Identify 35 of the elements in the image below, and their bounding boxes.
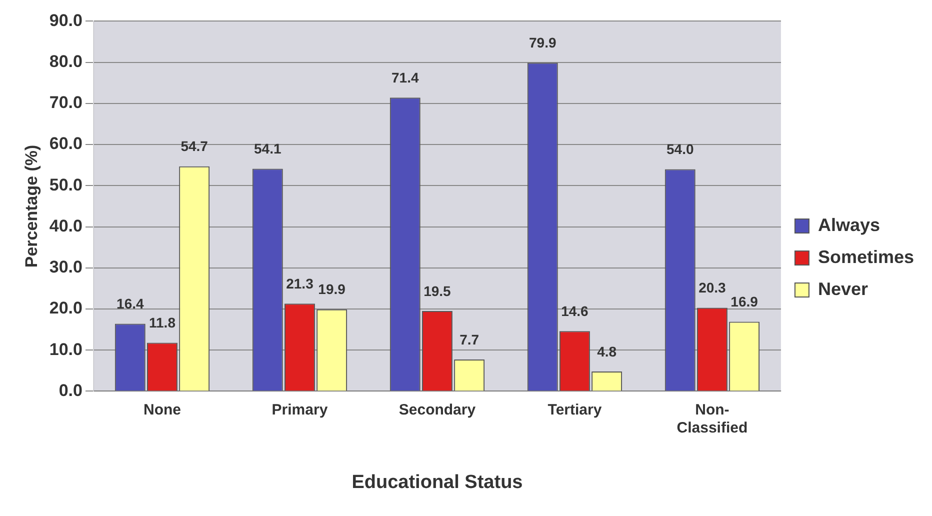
x-tick-label: Primary [272, 401, 328, 418]
data-label: 19.9 [318, 281, 346, 298]
legend-label: Never [818, 278, 868, 299]
data-label: 21.3 [286, 275, 314, 292]
y-tick-label: 10.0 [49, 340, 82, 359]
data-label: 54.7 [180, 138, 208, 154]
x-tick-label: Non- Classified [676, 401, 748, 436]
data-label: 54.0 [666, 141, 694, 158]
y-tick-label: 50.0 [49, 175, 82, 194]
data-label: 19.5 [424, 282, 452, 299]
legend-label: Always [818, 214, 880, 235]
y-tick-label: 30.0 [49, 258, 82, 277]
data-label: 7.7 [460, 331, 480, 348]
y-axis-title: Percentage (%) [22, 144, 41, 268]
data-label: 16.9 [730, 294, 758, 310]
data-label: 20.3 [698, 280, 726, 296]
data-label: 71.4 [392, 70, 419, 86]
data-label: 11.8 [148, 314, 176, 331]
x-tick-label: None [143, 401, 181, 418]
x-tick-label: Secondary [398, 401, 476, 418]
data-label: 54.1 [254, 140, 282, 157]
y-tick-label: 90.0 [49, 10, 82, 30]
data-label: 79.9 [529, 34, 556, 51]
x-axis-title: Educational Status [352, 472, 523, 493]
y-tick-label: 60.0 [49, 134, 82, 154]
data-label: 16.4 [116, 296, 144, 312]
data-label: 4.8 [597, 343, 617, 360]
y-tick-label: 40.0 [49, 216, 82, 236]
x-tick-label: Tertiary [548, 401, 602, 418]
y-tick-label: 80.0 [49, 52, 82, 71]
y-tick-label: 70.0 [49, 93, 82, 112]
data-label: 14.6 [561, 303, 589, 320]
legend-label: Sometimes [818, 246, 914, 267]
y-tick-label: 20.0 [49, 298, 82, 318]
y-tick-label: 0.0 [58, 380, 82, 400]
